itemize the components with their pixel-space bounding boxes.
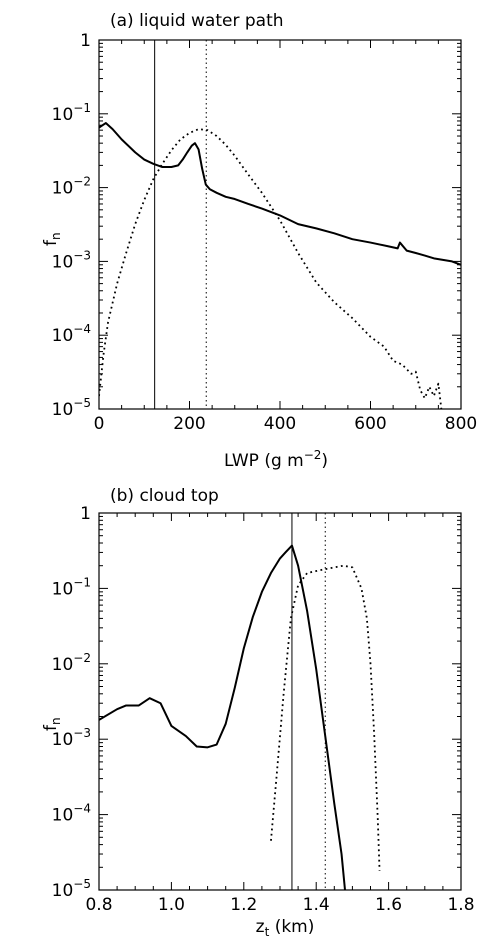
panel-a: (a) liquid water path 0 200 400 600 800 10−5 1… (41, 11, 477, 471)
panel-a-ytick-label: 1 (80, 31, 91, 51)
panel-a-xlabel-main: LWP (224, 451, 259, 471)
panel-b-xtick-label: 1.0 (158, 895, 185, 915)
panel-b-series-dotted (270, 564, 381, 871)
panel-a-ytick-label: 10−5 (52, 396, 91, 420)
panel-a-xlabel-close: ) (321, 451, 328, 471)
panel-a-ylabel-main: f (41, 239, 61, 246)
panel-b-vlines (291, 513, 326, 890)
panel-a-xtick-label: 400 (264, 414, 296, 434)
panel-a-xlabel: LWP (g m−2) (224, 448, 328, 471)
panel-a-ytick-label: 10−4 (52, 322, 91, 346)
panel-b-series-solid (99, 544, 347, 890)
panel-a-ytick-label: 10−1 (52, 101, 91, 125)
panel-a-ylabel-sub: n (49, 232, 63, 240)
panel-b-ylabel: fn (41, 717, 63, 731)
panel-b-ylabel-main: f (41, 724, 61, 731)
panel-b-xtick-label: 0.8 (85, 895, 112, 915)
panel-b-xtick-label: 1.6 (375, 895, 402, 915)
panel-a-title: (a) liquid water path (110, 11, 284, 31)
panel-a-xtick-label: 800 (445, 414, 477, 434)
panel-b-xlabel-main: z (256, 917, 265, 937)
panel-a-frame (98, 39, 462, 410)
panel-b-frame (98, 512, 462, 891)
panel-a-ytick-label: 10−2 (52, 175, 91, 199)
panel-b-ytick-label: 10−4 (52, 802, 91, 826)
panel-b-ticks: 0.8 1.0 1.2 1.4 1.6 1.8 10−5 10−4 10−3 10−2 10−1 1 (52, 504, 475, 915)
panel-b-xtick-label: 1.8 (447, 895, 474, 915)
panel-b-ytick-label: 1 (80, 504, 91, 524)
panel-b-series (99, 544, 381, 890)
panel-a-vlines (154, 40, 207, 409)
panel-b-xlabel-sub: t (265, 925, 270, 939)
panel-a-ylabel: fn (41, 232, 63, 246)
panel-b-xlabel: zt (km) (256, 917, 315, 939)
panel-b-ytick-label: 10−2 (52, 651, 91, 675)
panel-b: (b) cloud top 0.8 1.0 1.2 1.4 1.6 1.8 10−5 10−4… (41, 486, 475, 939)
panel-b-ytick-label: 10−1 (52, 575, 91, 599)
panel-a-xtick-label: 0 (94, 414, 105, 434)
panel-a-xlabel-unit: (g m (264, 451, 303, 471)
panel-b-ytick-label: 10−5 (52, 877, 91, 901)
panel-a-series-solid (99, 122, 461, 266)
panel-b-xtick-label: 1.4 (303, 895, 330, 915)
panel-b-ytick-label: 10−3 (52, 726, 91, 750)
panel-b-title: (b) cloud top (110, 486, 219, 506)
panel-b-ylabel-sub: n (49, 717, 63, 725)
panel-a-xtick-label: 600 (354, 414, 386, 434)
panel-a-ytick-label: 10−3 (52, 248, 91, 272)
panel-a-series-dotted (99, 128, 443, 409)
panel-b-xtick-label: 1.2 (230, 895, 257, 915)
panel-a-xtick-label: 200 (173, 414, 205, 434)
panel-a-series (99, 122, 461, 409)
panel-a-xlabel-exp: −2 (304, 448, 322, 462)
panel-a-ticks: 0 200 400 600 800 10−5 10−4 10−3 10−2 10−1 1 (52, 31, 478, 434)
panel-b-xlabel-unit: (km) (275, 917, 315, 937)
